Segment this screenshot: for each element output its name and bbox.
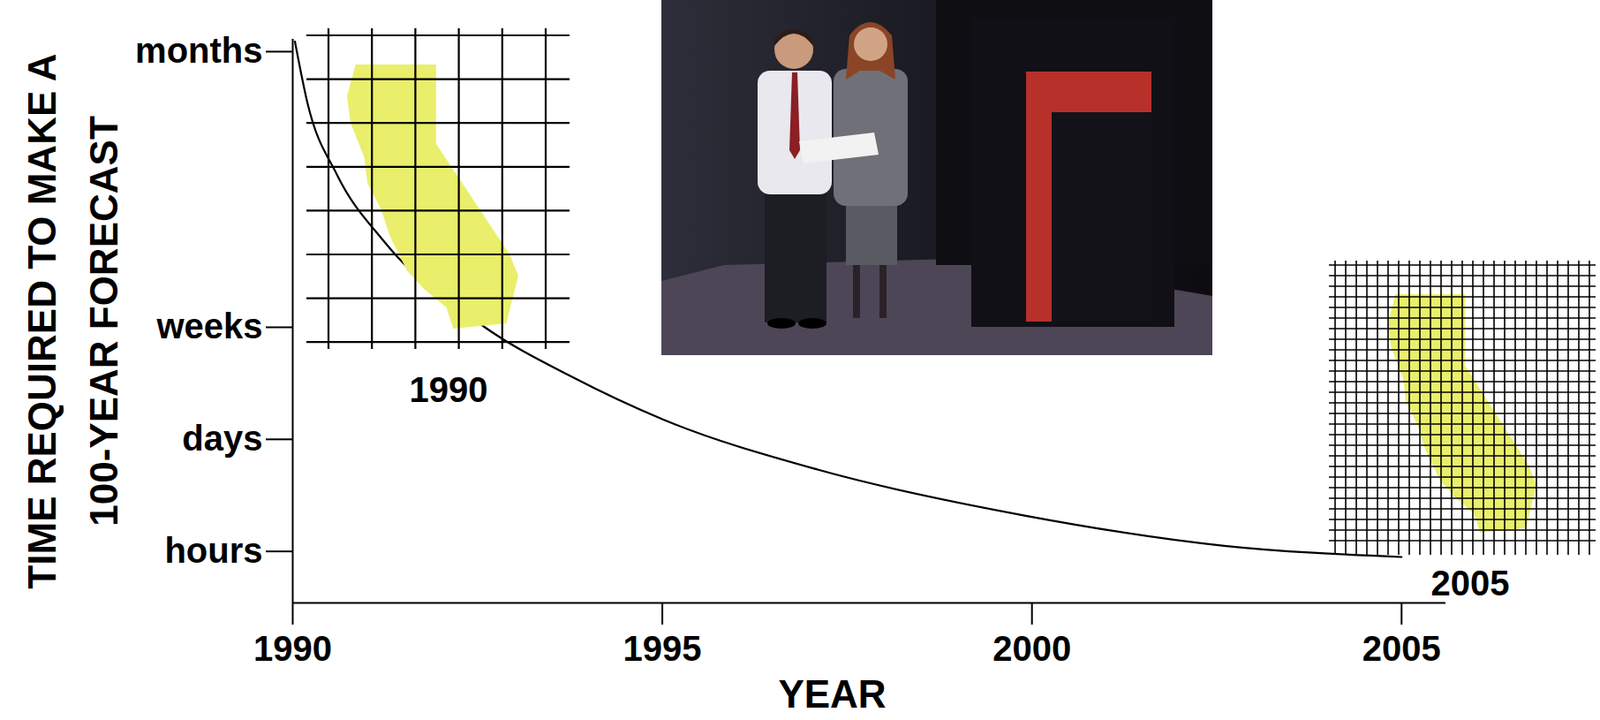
svg-text:months: months <box>135 30 263 70</box>
svg-text:2005: 2005 <box>1431 563 1510 603</box>
svg-text:YEAR: YEAR <box>777 671 886 716</box>
svg-text:1995: 1995 <box>623 628 702 668</box>
svg-text:TIME REQUIRED TO MAKE A100-YEA: TIME REQUIRED TO MAKE A100-YEAR FORECAST <box>20 52 126 589</box>
svg-text:hours: hours <box>164 530 263 570</box>
svg-text:weeks: weeks <box>155 306 263 346</box>
svg-text:1990: 1990 <box>253 628 333 668</box>
svg-text:1990: 1990 <box>409 369 489 409</box>
svg-text:2000: 2000 <box>992 628 1072 668</box>
svg-text:2005: 2005 <box>1362 628 1442 668</box>
svg-text:days: days <box>181 418 263 458</box>
